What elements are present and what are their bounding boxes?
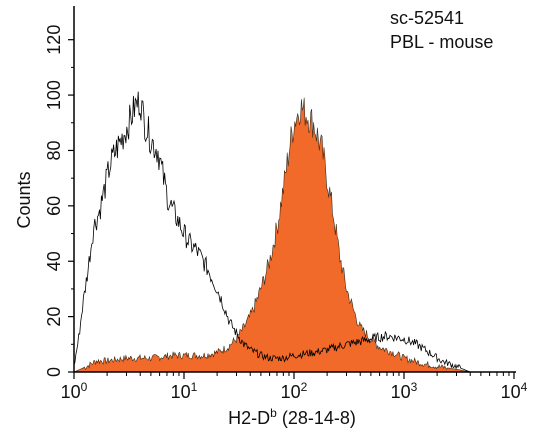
x-axis-label-main: H2-D xyxy=(228,408,270,428)
plot-area xyxy=(73,6,516,373)
y-axis-label: Counts xyxy=(14,171,34,228)
y-tick-label: 120 xyxy=(44,25,64,55)
outline-histogram-series xyxy=(73,91,471,373)
annotation-line-1: sc-52541 xyxy=(390,8,464,28)
y-tick-label: 20 xyxy=(44,307,64,327)
filled-histogram-series xyxy=(73,97,471,373)
x-tick-label: 102 xyxy=(281,380,308,402)
x-tick-label: 104 xyxy=(501,380,528,402)
y-tick-label: 60 xyxy=(44,196,64,216)
y-tick-label: 80 xyxy=(44,140,64,160)
x-tick-label: 101 xyxy=(171,380,198,402)
x-axis-label-sup: b xyxy=(270,406,277,420)
x-tick-label: 100 xyxy=(61,380,88,402)
x-axis-label: H2-Db (28-14-8) xyxy=(228,406,356,428)
y-tick-label: 100 xyxy=(44,80,64,110)
x-axis-label-rest: (28-14-8) xyxy=(277,408,356,428)
y-tick-label: 0 xyxy=(44,367,64,377)
y-tick-label: 40 xyxy=(44,251,64,271)
x-tick-label: 103 xyxy=(391,380,418,402)
annotation-line-2: PBL - mouse xyxy=(390,32,493,52)
